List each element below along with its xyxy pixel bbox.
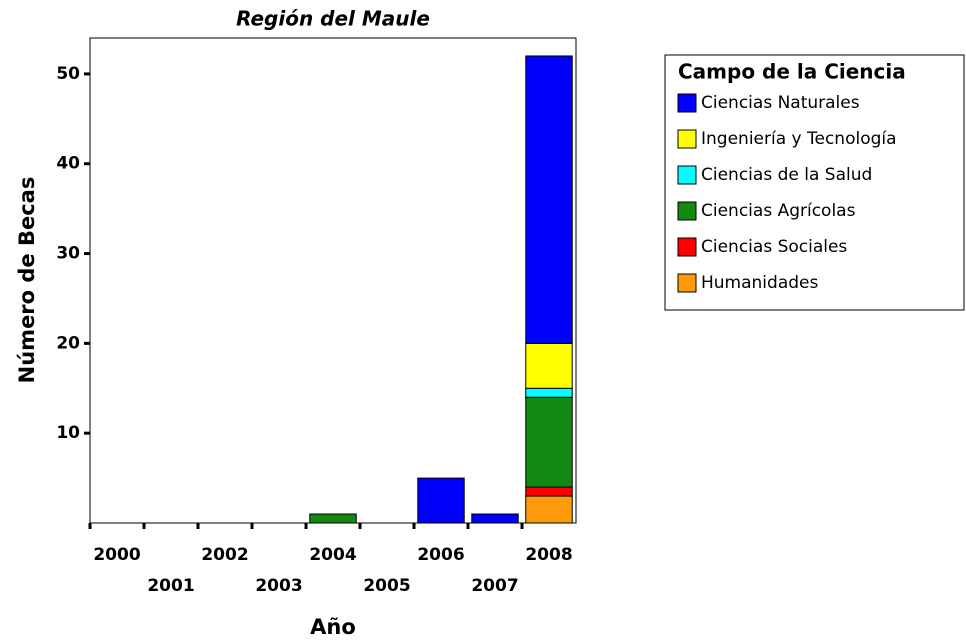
y-tick-label: 20 [56, 333, 80, 353]
x-tick-label: 2005 [363, 576, 410, 596]
x-tick-label: 2004 [309, 545, 356, 565]
plot-frame [89, 37, 577, 524]
bar-segment [471, 513, 519, 524]
bar-segment [309, 513, 357, 524]
bar-segment [417, 477, 465, 524]
legend-label: Ciencias Naturales [701, 93, 860, 113]
chart-title: Región del Maule [236, 7, 430, 31]
x-tick-label: 2002 [201, 545, 248, 565]
legend-title: Campo de la Ciencia [678, 60, 906, 84]
legend-label: Ciencias Agrícolas [701, 201, 856, 221]
x-tick-label: 2007 [471, 576, 518, 596]
y-tick-label: 50 [56, 64, 80, 84]
legend-label: Humanidades [701, 273, 818, 293]
legend-swatch [677, 237, 697, 257]
bar-segment [525, 387, 573, 398]
legend-label: Ingeniería y Tecnología [701, 129, 897, 149]
legend-swatch [677, 129, 697, 149]
legend-swatch [677, 273, 697, 293]
legend-swatch [677, 201, 697, 221]
y-tick-label: 30 [56, 244, 80, 264]
x-tick-label: 2006 [417, 545, 464, 565]
legend-box [664, 54, 965, 311]
legend-swatch [677, 165, 697, 185]
y-tick-label: 10 [56, 423, 80, 443]
y-tick-label: 40 [56, 154, 80, 174]
x-tick-label: 2008 [525, 545, 572, 565]
bar-segment [525, 396, 573, 488]
legend-swatch [677, 93, 697, 113]
bar-segment [525, 55, 573, 344]
legend-label: Ciencias Sociales [701, 237, 847, 257]
bar-segment [525, 342, 573, 389]
y-axis-label: Número de Becas [15, 177, 39, 384]
x-axis-label: Año [310, 615, 356, 639]
bar-segment [525, 486, 573, 497]
bar-segment [525, 495, 573, 524]
x-tick-label: 2003 [255, 576, 302, 596]
legend-label: Ciencias de la Salud [701, 165, 872, 185]
x-tick-label: 2001 [147, 576, 194, 596]
x-tick-label: 2000 [93, 545, 140, 565]
